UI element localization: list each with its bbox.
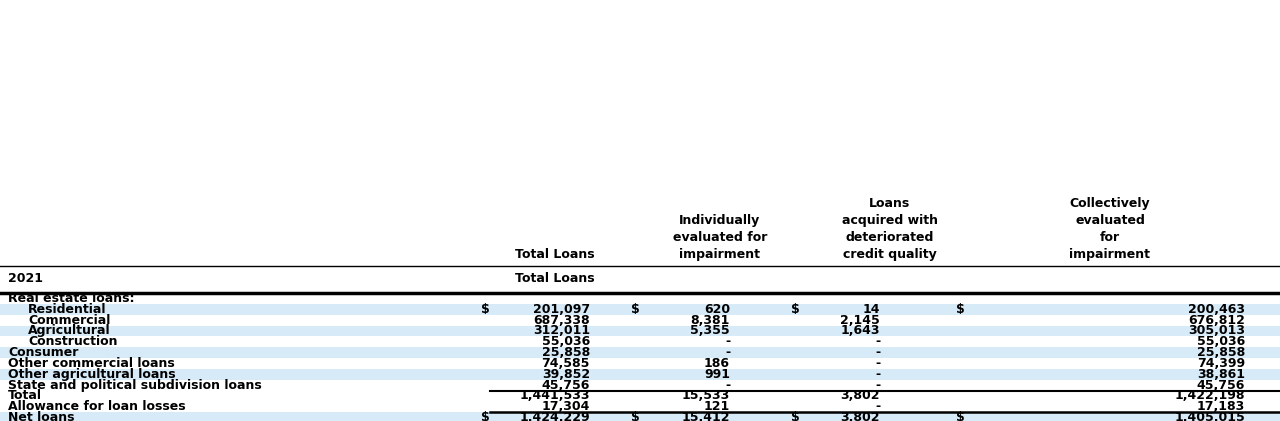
Text: 14: 14	[863, 303, 881, 316]
Text: 74,585: 74,585	[541, 357, 590, 370]
Text: $: $	[481, 303, 490, 316]
Text: 25,858: 25,858	[541, 346, 590, 359]
Text: Total Loans: Total Loans	[515, 272, 595, 285]
Text: State and political subdivision loans: State and political subdivision loans	[8, 378, 261, 392]
Text: -: -	[874, 368, 881, 381]
Text: 3,802: 3,802	[841, 411, 881, 421]
Text: Total: Total	[8, 389, 42, 402]
Text: Commercial: Commercial	[28, 314, 110, 327]
Text: $: $	[631, 411, 640, 421]
Text: -: -	[874, 400, 881, 413]
Text: $: $	[956, 303, 965, 316]
Text: Residential: Residential	[28, 303, 106, 316]
Text: 39,852: 39,852	[541, 368, 590, 381]
Text: -: -	[724, 346, 730, 359]
Text: -: -	[874, 357, 881, 370]
Bar	[0, 347, 1280, 358]
Bar	[0, 412, 1280, 421]
Text: 676,812: 676,812	[1188, 314, 1245, 327]
Text: 45,756: 45,756	[1197, 378, 1245, 392]
Text: 3,802: 3,802	[841, 389, 881, 402]
Text: -: -	[724, 378, 730, 392]
Text: 5,355: 5,355	[690, 325, 730, 337]
Text: 38,861: 38,861	[1197, 368, 1245, 381]
Text: 45,756: 45,756	[541, 378, 590, 392]
Text: 1,422,198: 1,422,198	[1175, 389, 1245, 402]
Text: 15,533: 15,533	[682, 389, 730, 402]
Text: -: -	[874, 346, 881, 359]
Text: 2021: 2021	[8, 272, 44, 285]
Text: Agricultural: Agricultural	[28, 325, 110, 337]
Text: Real estate loans:: Real estate loans:	[8, 292, 134, 305]
Text: Other commercial loans: Other commercial loans	[8, 357, 175, 370]
Text: 15,412: 15,412	[681, 411, 730, 421]
Text: 17,304: 17,304	[541, 400, 590, 413]
Text: 201,097: 201,097	[532, 303, 590, 316]
Text: 17,183: 17,183	[1197, 400, 1245, 413]
Text: Allowance for loan losses: Allowance for loan losses	[8, 400, 186, 413]
Text: -: -	[724, 335, 730, 348]
Text: -: -	[874, 335, 881, 348]
Text: Individually
evaluated for
impairment: Individually evaluated for impairment	[673, 214, 767, 261]
Bar	[0, 369, 1280, 380]
Text: 1,424,229: 1,424,229	[520, 411, 590, 421]
Text: Total Loans: Total Loans	[515, 248, 595, 261]
Text: 1,441,533: 1,441,533	[520, 389, 590, 402]
Text: $: $	[631, 303, 640, 316]
Text: -: -	[874, 378, 881, 392]
Text: $: $	[791, 411, 800, 421]
Text: 200,463: 200,463	[1188, 303, 1245, 316]
Text: Construction: Construction	[28, 335, 118, 348]
Text: 305,013: 305,013	[1188, 325, 1245, 337]
Text: 74,399: 74,399	[1197, 357, 1245, 370]
Bar	[0, 325, 1280, 336]
Text: 25,858: 25,858	[1197, 346, 1245, 359]
Text: 1,405,015: 1,405,015	[1174, 411, 1245, 421]
Text: 312,011: 312,011	[532, 325, 590, 337]
Bar	[0, 304, 1280, 314]
Text: 55,036: 55,036	[541, 335, 590, 348]
Text: 55,036: 55,036	[1197, 335, 1245, 348]
Text: 186: 186	[704, 357, 730, 370]
Text: 687,338: 687,338	[534, 314, 590, 327]
Text: 1,643: 1,643	[841, 325, 881, 337]
Text: Consumer: Consumer	[8, 346, 78, 359]
Text: 620: 620	[704, 303, 730, 316]
Text: $: $	[791, 303, 800, 316]
Text: Loans
acquired with
deteriorated
credit quality: Loans acquired with deteriorated credit …	[842, 197, 938, 261]
Text: $: $	[956, 411, 965, 421]
Text: Net loans: Net loans	[8, 411, 74, 421]
Text: 8,381: 8,381	[691, 314, 730, 327]
Text: 2,145: 2,145	[840, 314, 881, 327]
Text: $: $	[481, 411, 490, 421]
Text: Collectively
evaluated
for
impairment: Collectively evaluated for impairment	[1070, 197, 1151, 261]
Text: 121: 121	[704, 400, 730, 413]
Text: Other agricultural loans: Other agricultural loans	[8, 368, 175, 381]
Text: 991: 991	[704, 368, 730, 381]
